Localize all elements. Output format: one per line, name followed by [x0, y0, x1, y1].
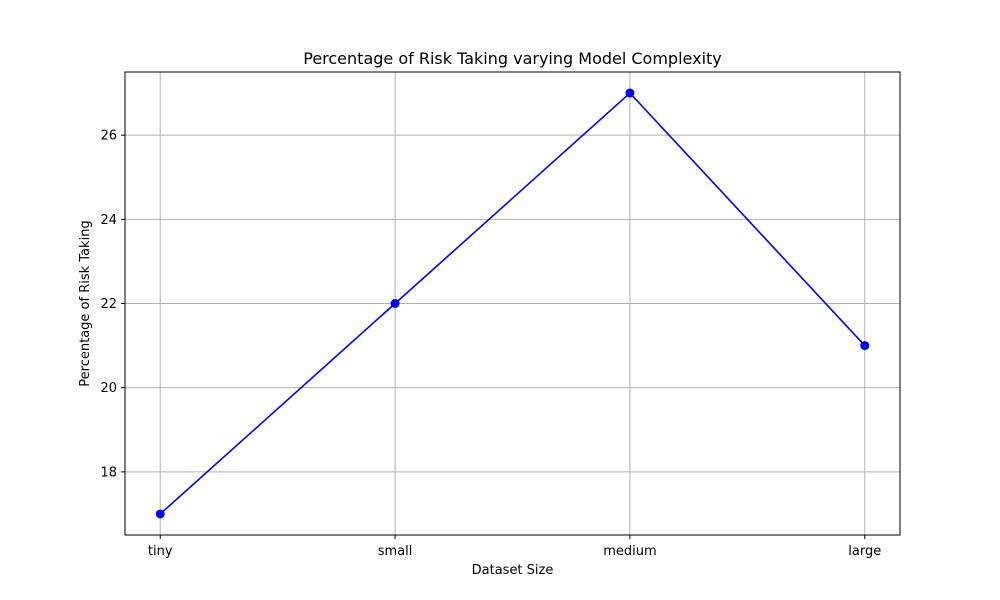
grid-layer: [125, 72, 900, 535]
data-point-marker: [860, 341, 870, 351]
y-tick-label: 26: [100, 129, 117, 144]
data-point-marker: [155, 509, 165, 519]
y-tick-label: 22: [100, 297, 117, 312]
y-tick-label: 18: [100, 465, 117, 480]
series-layer: [155, 88, 870, 519]
x-tick-label: large: [848, 544, 881, 559]
chart-title: Percentage of Risk Taking varying Model …: [303, 49, 722, 68]
tick-layer: tiny small medium large 18 20 22 24 26: [100, 129, 881, 559]
x-tick-label: medium: [603, 544, 656, 559]
series-line: [159, 92, 866, 515]
y-tick-label: 24: [100, 213, 117, 228]
data-point-marker: [625, 88, 635, 98]
y-axis-label: Percentage of Risk Taking: [78, 220, 93, 386]
x-tick-label: tiny: [148, 544, 173, 559]
x-axis-label: Dataset Size: [472, 563, 554, 578]
x-tick-label: small: [378, 544, 413, 559]
y-tick-label: 20: [100, 381, 117, 396]
data-point-marker: [390, 299, 400, 308]
